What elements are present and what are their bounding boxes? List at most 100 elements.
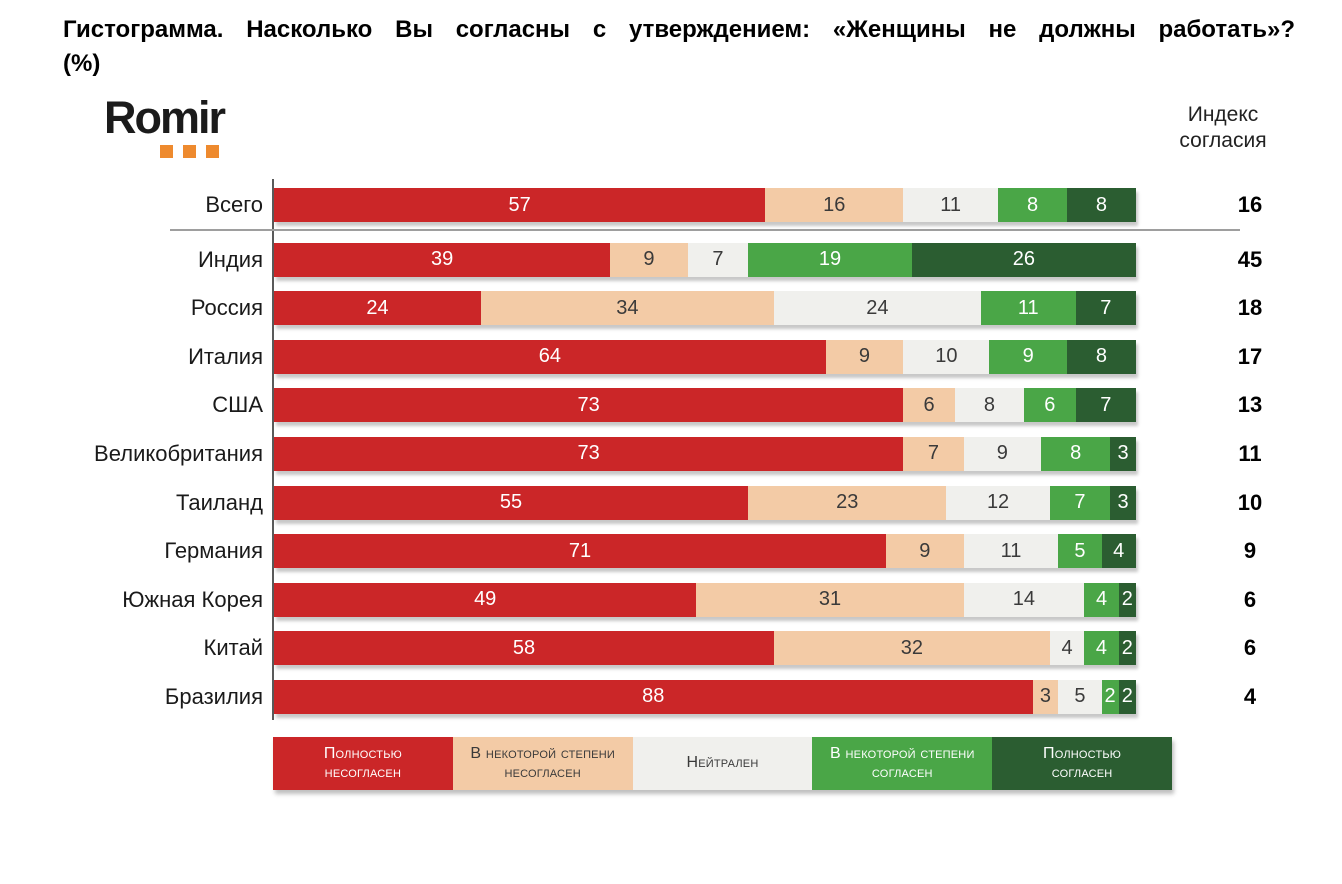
bar-segment: 9 xyxy=(989,339,1068,374)
stacked-bar: 64 9 10 9 8 xyxy=(274,339,1136,374)
agreement-index-header-line1: Индекс xyxy=(1187,103,1259,126)
agreement-index-value: 16 xyxy=(1237,192,1263,217)
bar-segment: 23 xyxy=(748,485,947,520)
bar-segment: 4 xyxy=(1101,534,1136,569)
bar-segment: 71 xyxy=(274,534,887,569)
romir-logo-dots-icon xyxy=(160,144,224,158)
chart-row: Италия 64 9 10 9 8 17 xyxy=(0,339,1342,374)
chart-title-line1: Гистограмма. Насколько Вы согласны с утв… xyxy=(63,16,1295,43)
category-label: Германия xyxy=(164,538,263,564)
stacked-bar: 58 32 4 4 2 xyxy=(274,631,1136,666)
legend-item-label: В некоторой степени согласен xyxy=(830,745,975,781)
chart-row: Южная Корея 49 31 14 4 2 6 xyxy=(0,582,1342,617)
romir-logo: Romir xyxy=(104,92,226,158)
agreement-index-value: 18 xyxy=(1237,295,1263,321)
category-label: США xyxy=(212,392,263,418)
bar-segment: 7 xyxy=(1075,291,1136,326)
category-label: Всего xyxy=(205,192,263,217)
bar-segment: 3 xyxy=(1110,485,1136,520)
bar-segment: 5 xyxy=(1058,534,1102,569)
bar-segment: 55 xyxy=(274,485,749,520)
chart-row: Германия 71 9 11 5 4 9 xyxy=(0,534,1342,569)
chart-row: Китай 58 32 4 4 2 6 xyxy=(0,631,1342,666)
agreement-index-value: 9 xyxy=(1243,538,1257,564)
chart-row: Бразилия 88 3 5 2 2 4 xyxy=(0,679,1342,714)
bar-segment: 58 xyxy=(274,631,774,666)
bar-segment: 4 xyxy=(1084,631,1119,666)
bar-segment: 32 xyxy=(773,631,1050,666)
bar-segment: 39 xyxy=(274,242,611,277)
stacked-bar: 71 9 11 5 4 xyxy=(274,534,1136,569)
stacked-bar: 73 6 8 6 7 xyxy=(274,388,1136,423)
bar-segment: 4 xyxy=(1049,631,1085,666)
category-label: Таиланд xyxy=(175,489,263,515)
agreement-index-header-line2: согласия xyxy=(1179,129,1267,153)
legend-item-label: Полностью согласен xyxy=(1043,745,1122,781)
bar-segment: 6 xyxy=(1023,388,1076,423)
bar-segment: 7 xyxy=(687,242,749,277)
chart-row: Индия 39 9 7 19 26 45 xyxy=(0,242,1342,277)
bar-segment: 73 xyxy=(274,388,904,423)
bar-segment: 8 xyxy=(1067,188,1136,222)
bar-segment: 31 xyxy=(696,582,964,617)
agreement-index-header: Индекс согласия xyxy=(1158,102,1288,155)
bar-segment: 64 xyxy=(274,339,826,374)
bar-segment: 11 xyxy=(903,188,999,222)
chart-rows: Всего 57 16 11 8 8 16 Индия 39 9 7 19 26 45 Россия 24 34… xyxy=(0,188,1342,729)
category-label: Индия xyxy=(197,246,263,272)
chart-row: США 73 6 8 6 7 13 xyxy=(0,388,1342,423)
y-axis-line xyxy=(272,179,274,720)
bar-segment: 7 xyxy=(1075,388,1136,423)
agreement-index-value: 6 xyxy=(1243,635,1257,661)
bar-segment: 7 xyxy=(903,436,964,471)
bar-segment: 26 xyxy=(911,242,1136,277)
category-label: Россия xyxy=(190,295,263,321)
stacked-bar: 24 34 24 11 7 xyxy=(274,291,1136,326)
bar-segment: 8 xyxy=(1067,339,1136,374)
chart-row: Великобритания 73 7 9 8 3 11 xyxy=(0,436,1342,471)
stacked-bar: 49 31 14 4 2 xyxy=(274,582,1136,617)
legend-item: В некоторой степени согласен xyxy=(812,737,993,790)
bar-segment: 9 xyxy=(610,242,688,277)
bar-segment: 14 xyxy=(963,582,1085,617)
bar-segment: 8 xyxy=(954,388,1024,423)
bar-segment: 2 xyxy=(1118,679,1136,714)
bar-segment: 3 xyxy=(1032,679,1059,714)
bar-segment: 9 xyxy=(825,339,904,374)
bar-segment: 4 xyxy=(1084,582,1119,617)
bar-segment: 7 xyxy=(1049,485,1111,520)
legend-item-label: Полностью несогласен xyxy=(323,745,402,781)
stacked-bar: 73 7 9 8 3 xyxy=(274,436,1136,471)
bar-segment: 3 xyxy=(1110,436,1136,471)
agreement-index-value: 6 xyxy=(1243,586,1257,612)
legend-item-label: В некоторой степени несогласен xyxy=(470,745,615,781)
bar-segment: 9 xyxy=(886,534,964,569)
bar-segment: 57 xyxy=(274,188,766,222)
bar-segment: 19 xyxy=(748,242,912,277)
bar-segment: 10 xyxy=(903,339,990,374)
chart-title: Гистограмма. Насколько Вы согласны с утв… xyxy=(63,13,1295,80)
bar-segment: 49 xyxy=(274,582,697,617)
legend-item: Нейтрален xyxy=(632,737,813,790)
bar-segment: 24 xyxy=(274,291,481,326)
legend-item: В некоторой степени несогласен xyxy=(452,737,633,790)
agreement-index-value: 45 xyxy=(1237,246,1263,272)
chart-row: Всего 57 16 11 8 8 16 xyxy=(0,188,1342,222)
agreement-index-value: 10 xyxy=(1237,489,1263,515)
legend: Полностью несогласен В некоторой степени не… xyxy=(273,737,1172,790)
bar-segment: 9 xyxy=(963,436,1042,471)
bar-segment: 8 xyxy=(1041,436,1111,471)
romir-logo-text: Romir xyxy=(104,92,226,143)
bar-segment: 2 xyxy=(1118,582,1136,617)
stacked-bar: 88 3 5 2 2 xyxy=(274,679,1136,714)
category-label: Бразилия xyxy=(164,683,263,709)
stacked-bar: 55 23 12 7 3 xyxy=(274,485,1136,520)
legend-item: Полностью несогласен xyxy=(273,737,453,790)
bar-segment: 12 xyxy=(946,485,1050,520)
agreement-index-value: 4 xyxy=(1243,683,1257,709)
legend-item-label: Нейтрален xyxy=(686,754,759,772)
bar-segment: 6 xyxy=(903,388,955,423)
bar-segment: 73 xyxy=(274,436,904,471)
bar-segment: 2 xyxy=(1118,631,1136,666)
